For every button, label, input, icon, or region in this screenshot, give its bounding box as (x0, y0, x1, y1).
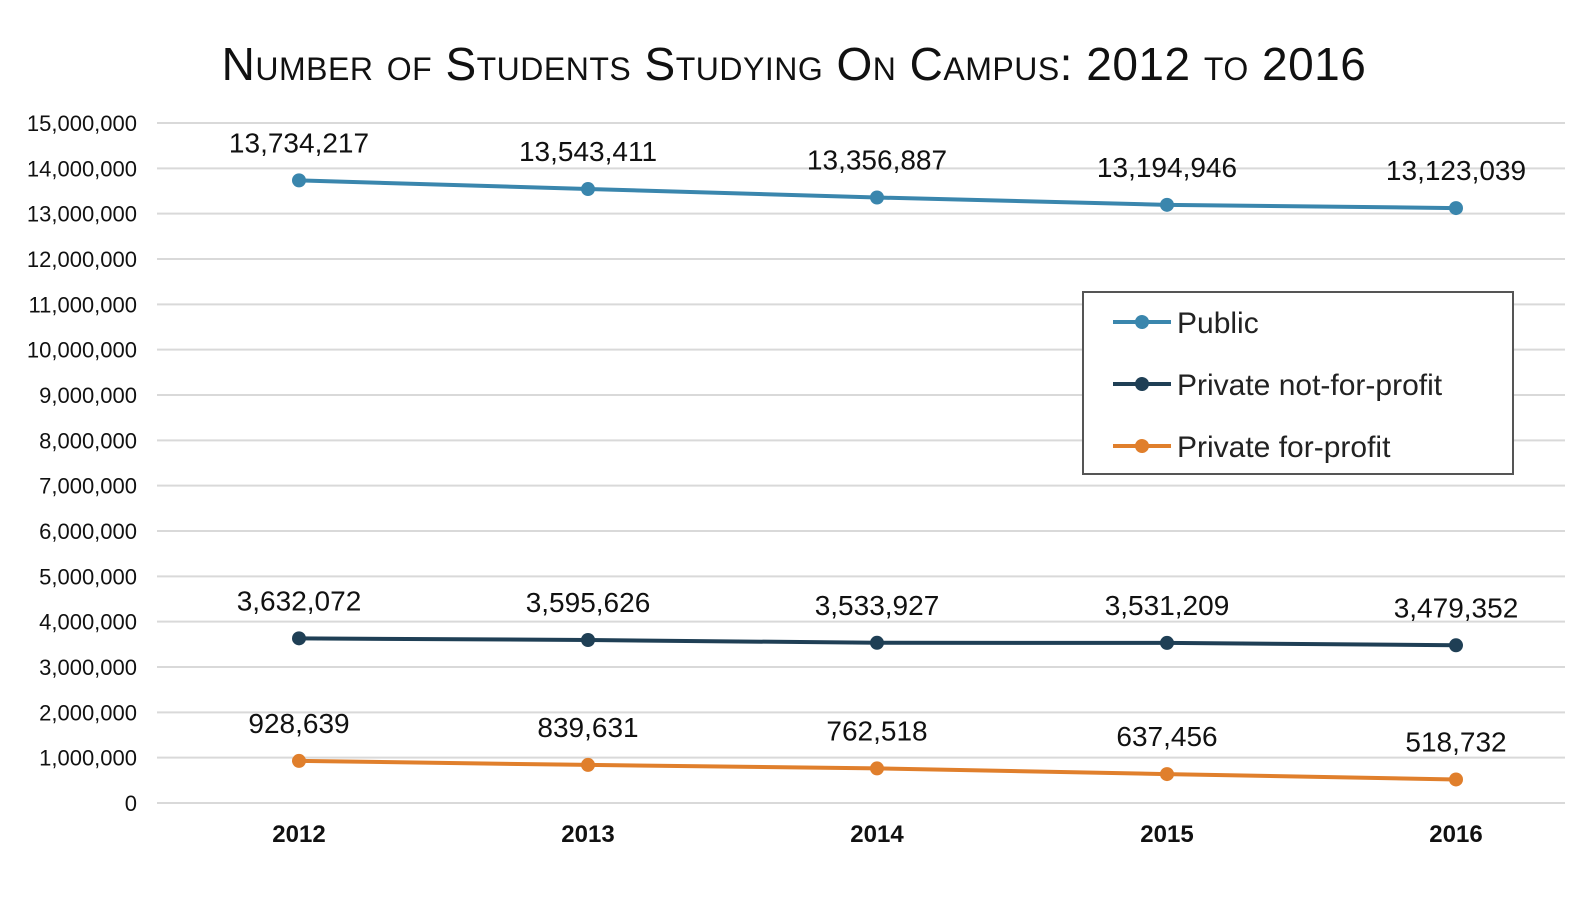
data-label: 3,533,927 (815, 590, 940, 621)
y-tick-label: 2,000,000 (39, 700, 137, 725)
y-tick-label: 14,000,000 (27, 156, 137, 181)
y-tick-label: 1,000,000 (39, 746, 137, 771)
data-label: 928,639 (248, 708, 349, 739)
legend-label: Private not-for-profit (1177, 369, 1443, 402)
data-point (1160, 635, 1174, 650)
y-tick-label: 12,000,000 (27, 247, 137, 272)
y-tick-label: 11,000,000 (29, 292, 137, 317)
legend: Public Private not-for-profit Private for-… (1082, 291, 1514, 475)
data-point (1449, 201, 1463, 216)
data-labels: 13,734,217 13,543,411 13,356,887 13,194,946… (229, 127, 1526, 757)
legend-label: Public (1177, 307, 1259, 340)
y-tick-label: 9,000,000 (39, 383, 137, 408)
data-label: 3,632,072 (237, 585, 362, 616)
chart-title: Number of Students Studying On Campus: 2… (222, 38, 1367, 90)
data-point (581, 182, 595, 197)
legend-swatch-marker (1135, 377, 1149, 391)
data-point (870, 190, 884, 205)
data-point (1160, 197, 1174, 212)
data-label: 3,595,626 (526, 587, 651, 618)
data-label: 13,123,039 (1386, 155, 1526, 186)
x-tick-label: 2015 (1140, 821, 1193, 848)
data-point (581, 632, 595, 647)
y-tick-label: 4,000,000 (39, 610, 137, 635)
data-point (292, 753, 306, 768)
gridlines (157, 122, 1565, 804)
data-label: 3,479,352 (1394, 592, 1519, 623)
x-tick-label: 2012 (272, 821, 325, 848)
data-label: 518,732 (1405, 726, 1506, 757)
legend-swatch-marker (1135, 439, 1149, 453)
y-tick-label: 6,000,000 (39, 519, 137, 544)
legend-label: Private for-profit (1177, 431, 1391, 464)
y-tick-label: 7,000,000 (39, 474, 137, 499)
data-point (1160, 767, 1174, 782)
data-label: 13,356,887 (807, 144, 947, 175)
data-label: 13,543,411 (519, 136, 657, 167)
y-tick-label: 15,000,000 (27, 111, 137, 136)
y-tick-label: 3,000,000 (39, 655, 137, 680)
data-label: 13,734,217 (229, 127, 369, 158)
data-point (1449, 638, 1463, 653)
y-tick-label: 0 (125, 791, 137, 816)
legend-swatch-marker (1135, 315, 1149, 329)
x-tick-label: 2014 (850, 821, 904, 848)
y-tick-label: 10,000,000 (27, 338, 137, 363)
data-point (870, 761, 884, 776)
y-tick-label: 8,000,000 (39, 428, 137, 453)
data-point (292, 631, 306, 646)
y-tick-label: 5,000,000 (39, 564, 137, 589)
data-point (292, 173, 306, 188)
x-tick-label: 2013 (561, 821, 614, 848)
data-label: 13,194,946 (1097, 152, 1237, 183)
y-tick-label: 13,000,000 (27, 202, 137, 227)
x-axis-tick-labels: 2012 2013 2014 2015 2016 (272, 821, 1482, 848)
series-lines (292, 173, 1463, 787)
x-tick-label: 2016 (1429, 821, 1482, 848)
data-label: 637,456 (1116, 721, 1217, 752)
data-point (581, 757, 595, 772)
y-axis-tick-labels: 0 1,000,000 2,000,000 3,000,000 4,000,000 5,0… (27, 111, 137, 816)
data-label: 839,631 (537, 712, 638, 743)
data-point (1449, 772, 1463, 787)
data-point (870, 635, 884, 650)
data-label: 3,531,209 (1105, 590, 1230, 621)
data-label: 762,518 (826, 715, 927, 746)
